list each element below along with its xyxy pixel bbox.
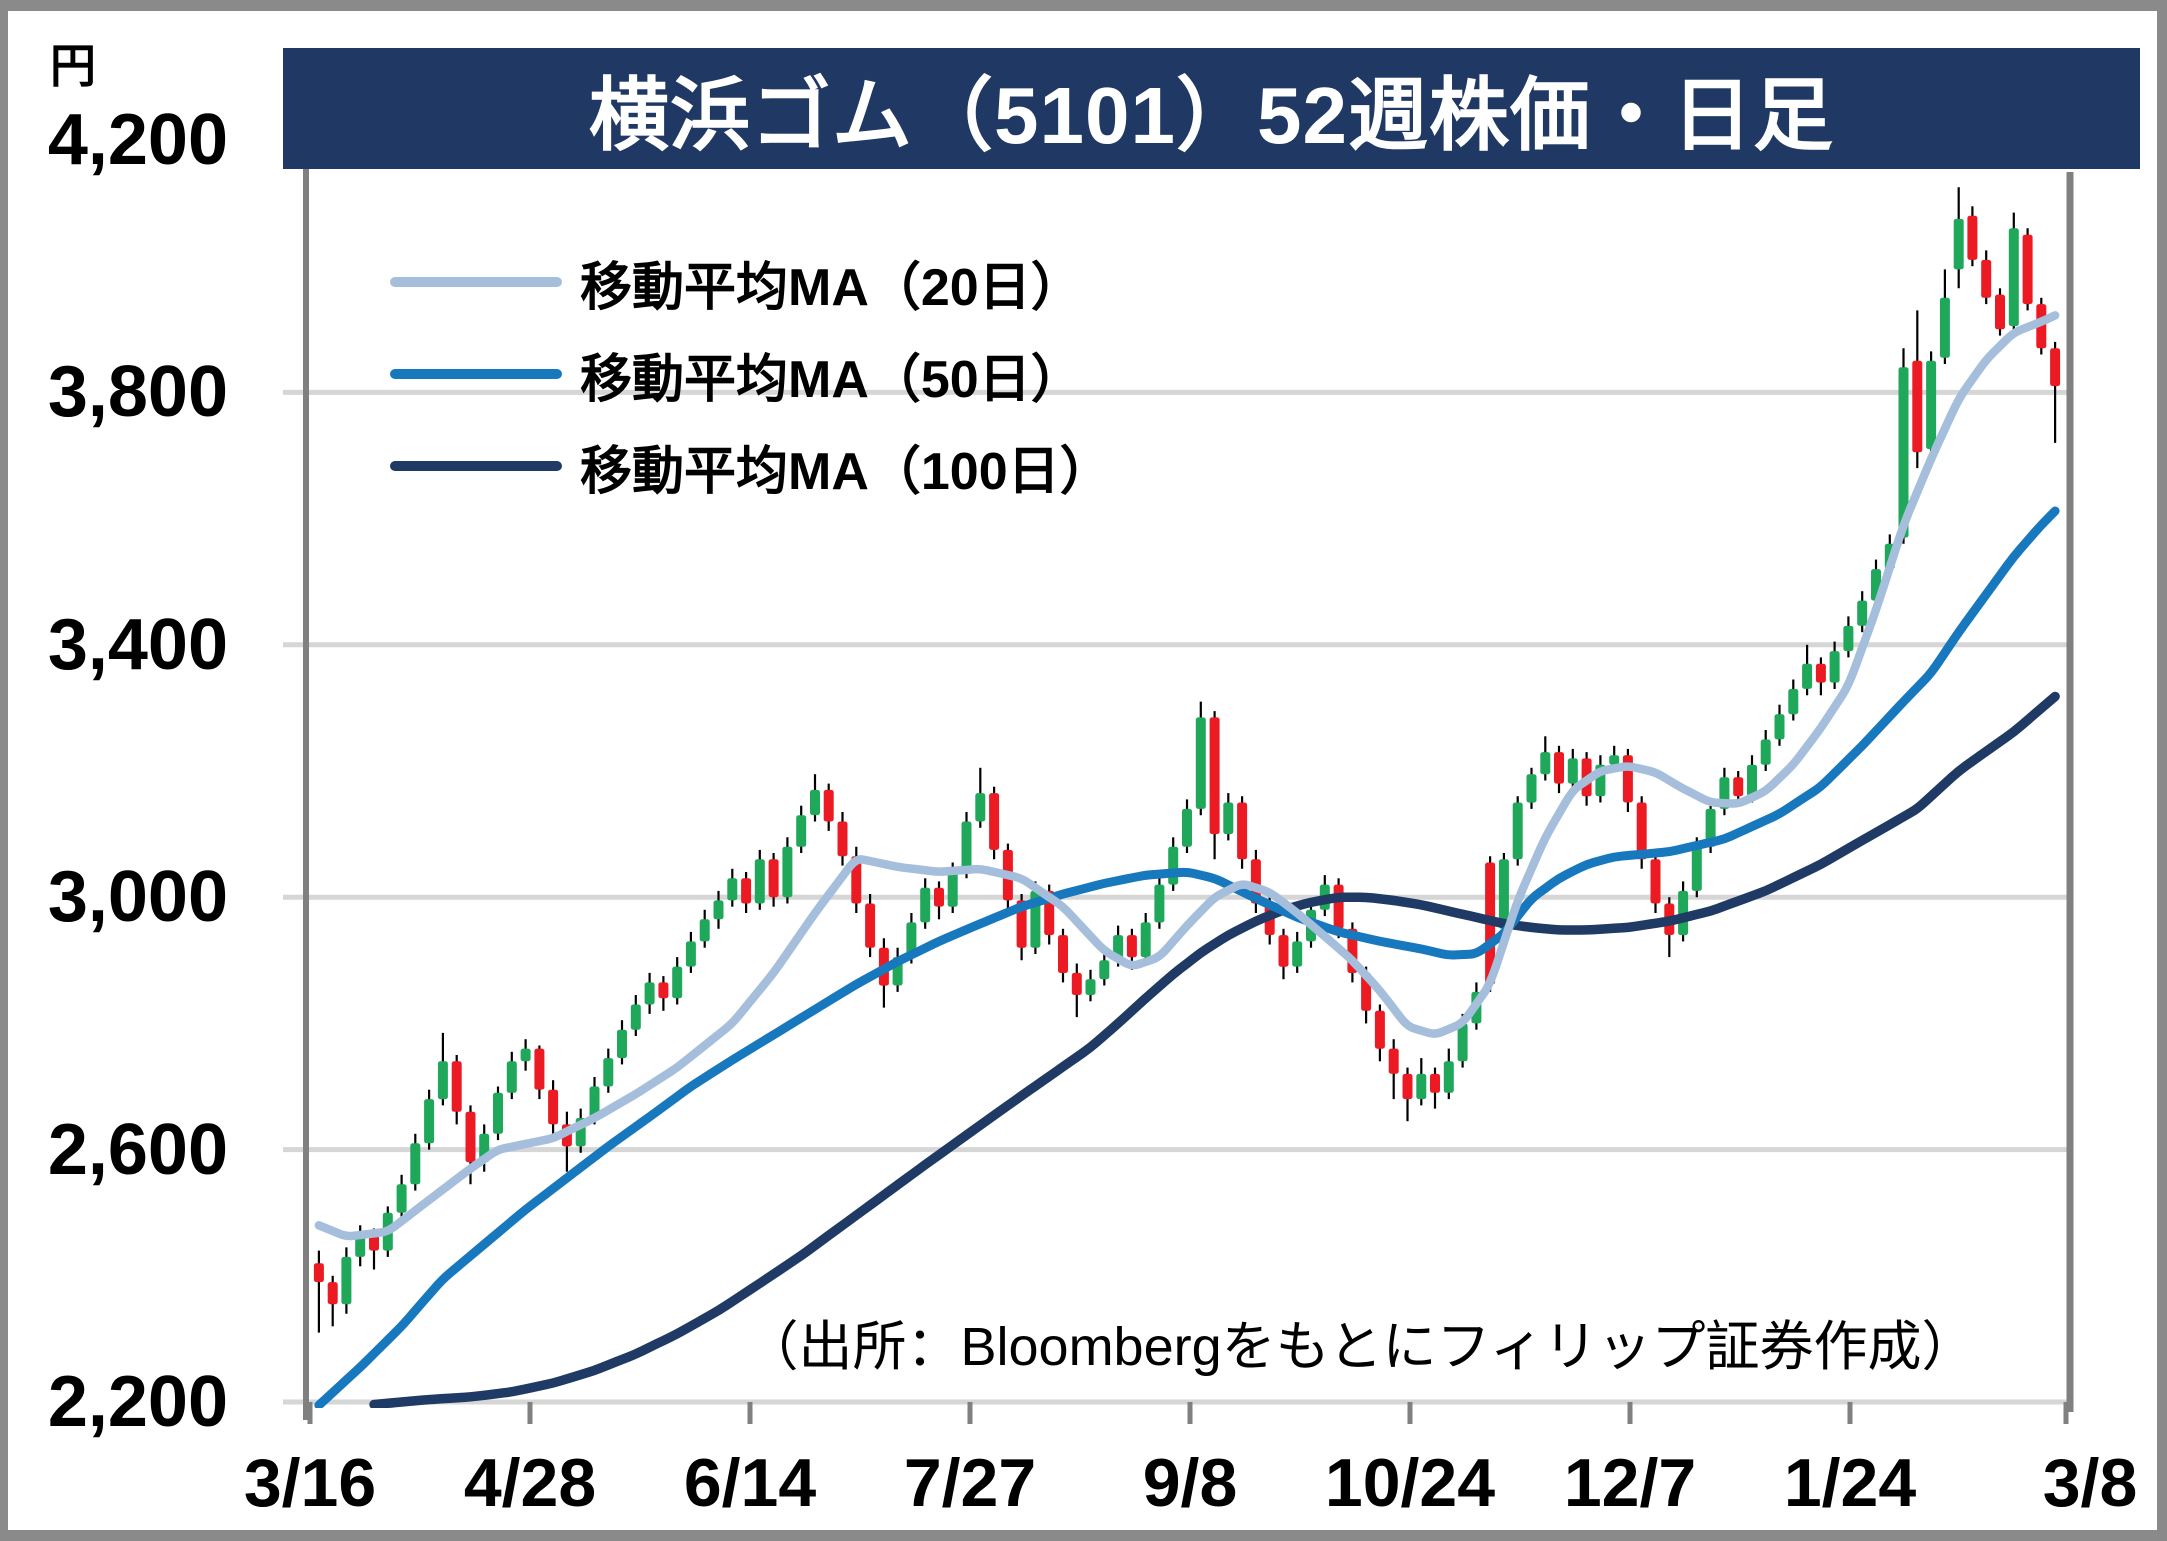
x-tick-5: 10/24 (1324, 1445, 1496, 1521)
x-tick-0: 3/16 (243, 1445, 377, 1521)
frame-border-top (0, 0, 2167, 11)
ma100-line-swatch-icon (390, 461, 562, 471)
source-note: （出所：Bloombergをもとにフィリップ証券作成） (744, 1317, 1976, 1377)
ma50-line-swatch-icon (390, 369, 562, 379)
legend: 移動平均MA（20日） 移動平均MA（50日） 移動平均MA（100日） (390, 236, 1112, 512)
frame-border-left (0, 0, 8, 1541)
x-tick-8: 3/8 (2042, 1445, 2138, 1521)
chart-title: 横浜ゴム（5101）52週株価・日足 (589, 70, 1834, 160)
x-tick-4: 9/8 (1142, 1445, 1238, 1521)
ma20-line-swatch-icon (390, 277, 562, 287)
frame-border-bottom (0, 1530, 2167, 1541)
y-axis-unit: 円 (50, 40, 96, 92)
x-tick-3: 7/27 (903, 1445, 1037, 1521)
y-tick-2200: 2,200 (47, 1362, 228, 1442)
x-tick-1: 4/28 (463, 1445, 597, 1521)
y-tick-2600: 2,600 (47, 1109, 228, 1190)
y-tick-3400: 3,400 (47, 604, 228, 685)
title-bar: 横浜ゴム（5101）52週株価・日足 (283, 48, 2140, 169)
y-tick-3000: 3,000 (47, 857, 228, 938)
frame-border-right (2157, 0, 2167, 1541)
legend-label-ma100: 移動平均MA（100日） (580, 442, 1112, 501)
legend-item-ma50: 移動平均MA（50日） (390, 328, 1112, 420)
x-tick-6: 12/7 (1563, 1445, 1697, 1521)
legend-label-ma50: 移動平均MA（50日） (580, 350, 1083, 409)
y-tick-4200: 4,200 (47, 100, 228, 180)
legend-item-ma100: 移動平均MA（100日） (390, 420, 1112, 512)
legend-label-ma20: 移動平均MA（20日） (580, 258, 1083, 317)
x-tick-7: 1/24 (1783, 1445, 1917, 1521)
y-tick-3800: 3,800 (47, 352, 228, 433)
legend-item-ma20: 移動平均MA（20日） (390, 236, 1112, 328)
x-tick-2: 6/14 (683, 1445, 817, 1521)
